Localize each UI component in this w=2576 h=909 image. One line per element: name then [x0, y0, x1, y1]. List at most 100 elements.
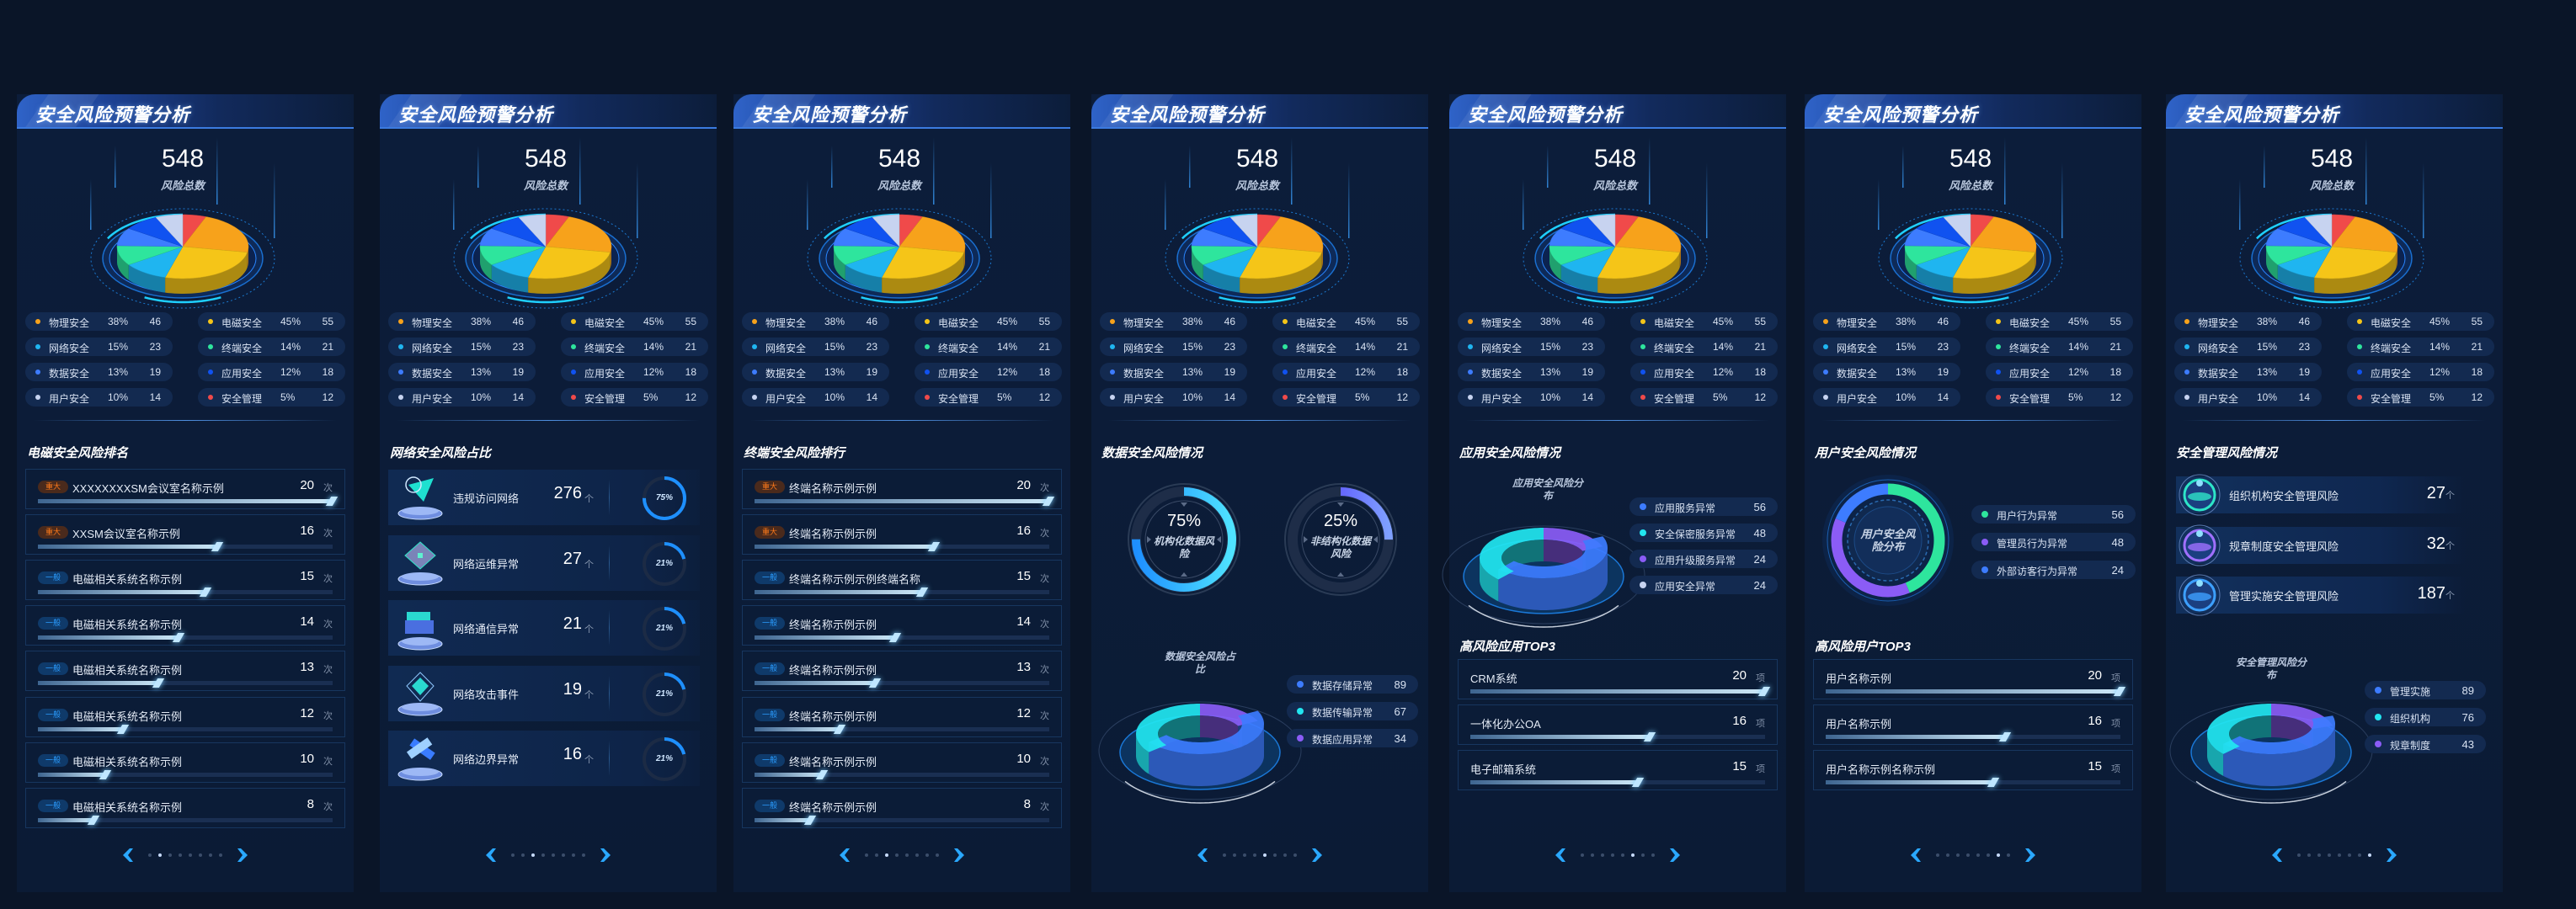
- page-dot[interactable]: [1293, 853, 1297, 857]
- page-dot[interactable]: [219, 853, 222, 857]
- list-item[interactable]: 一般 终端名称示例示例 14 次: [742, 605, 1062, 646]
- page-dot[interactable]: [2307, 853, 2311, 857]
- list-item[interactable]: 用户名称示例 20 项: [1813, 659, 2133, 699]
- page-dot[interactable]: [1611, 853, 1614, 857]
- page-dot[interactable]: [2007, 853, 2010, 857]
- chevron-left-icon[interactable]: [1197, 848, 1208, 862]
- page-dot[interactable]: [1956, 853, 1960, 857]
- page-dot[interactable]: [541, 853, 545, 857]
- page-dot[interactable]: [2348, 853, 2351, 857]
- page-dot[interactable]: [521, 853, 525, 857]
- page-dot[interactable]: [179, 853, 182, 857]
- list-item[interactable]: 重大 XXSM会议室名称示例 16 次: [25, 514, 345, 556]
- page-dot[interactable]: [2317, 853, 2321, 857]
- page-dot[interactable]: [209, 853, 212, 857]
- list-item[interactable]: 一般 电磁相关系统名称示例 10 次: [25, 742, 345, 783]
- page-dot[interactable]: [885, 853, 888, 857]
- list-item[interactable]: 一般 电磁相关系统名称示例 13 次: [25, 651, 345, 692]
- page-dot[interactable]: [1233, 853, 1236, 857]
- page-dot[interactable]: [905, 853, 909, 857]
- page-dot[interactable]: [1263, 853, 1267, 857]
- list-item[interactable]: 一般 终端名称示例示例 12 次: [742, 696, 1062, 737]
- list-item[interactable]: 用户名称示例名称示例 15 项: [1813, 750, 2133, 791]
- page-dot[interactable]: [2368, 853, 2371, 857]
- list-item[interactable]: 网络攻击事件 19 个 21%: [388, 665, 700, 721]
- list-item[interactable]: 组织机构安全管理风险 27个: [2176, 474, 2467, 516]
- chevron-left-icon[interactable]: [2272, 848, 2282, 862]
- chevron-right-icon[interactable]: [237, 848, 248, 862]
- chevron-left-icon[interactable]: [840, 848, 850, 862]
- page-dot[interactable]: [572, 853, 575, 857]
- page-dot[interactable]: [1581, 853, 1584, 857]
- page-dot[interactable]: [148, 853, 152, 857]
- chevron-right-icon[interactable]: [1312, 848, 1322, 862]
- page-dot[interactable]: [875, 853, 878, 857]
- page-dot[interactable]: [936, 853, 939, 857]
- page-dot[interactable]: [925, 853, 929, 857]
- list-item[interactable]: 一般 终端名称示例示例 8 次: [742, 787, 1062, 828]
- list-item[interactable]: 网络边界异常 16 个 21%: [388, 731, 700, 786]
- page-dot[interactable]: [158, 853, 162, 857]
- page-dot[interactable]: [1651, 853, 1655, 857]
- page-dot[interactable]: [1621, 853, 1624, 857]
- page-dot[interactable]: [1966, 853, 1970, 857]
- list-item[interactable]: 重大 XXXXXXXXSM会议室名称示例 20 次: [25, 469, 345, 509]
- page-dot[interactable]: [168, 853, 172, 857]
- list-item[interactable]: 一般 终端名称示例示例 10 次: [742, 742, 1062, 783]
- chevron-right-icon[interactable]: [600, 848, 611, 862]
- page-dot[interactable]: [1283, 853, 1287, 857]
- page-dot[interactable]: [2297, 853, 2301, 857]
- list-item[interactable]: 一般 电磁相关系统名称示例 12 次: [25, 696, 345, 737]
- list-item[interactable]: CRM系统 20 项: [1458, 659, 1778, 699]
- list-item[interactable]: 一体化办公OA 16 项: [1458, 704, 1778, 746]
- page-dot[interactable]: [915, 853, 919, 857]
- page-dot[interactable]: [2358, 853, 2361, 857]
- page-dot[interactable]: [552, 853, 555, 857]
- page-dot[interactable]: [2338, 853, 2341, 857]
- page-dot[interactable]: [1223, 853, 1226, 857]
- page-dot[interactable]: [189, 853, 192, 857]
- page-dot[interactable]: [1243, 853, 1246, 857]
- page-dot[interactable]: [1601, 853, 1604, 857]
- page-dot[interactable]: [1591, 853, 1594, 857]
- list-item[interactable]: 一般 电磁相关系统名称示例 15 次: [25, 560, 345, 601]
- page-dot[interactable]: [865, 853, 868, 857]
- list-item[interactable]: 一般 终端名称示例示例终端名称 15 次: [742, 560, 1062, 601]
- page-dot[interactable]: [1987, 853, 1990, 857]
- chevron-right-icon[interactable]: [2387, 848, 2397, 862]
- page-dot[interactable]: [199, 853, 202, 857]
- chevron-left-icon[interactable]: [486, 848, 496, 862]
- list-item[interactable]: 管理实施安全管理风险 187个: [2176, 574, 2467, 616]
- list-item[interactable]: 网络通信异常 21 个 21%: [388, 600, 700, 656]
- page-dot[interactable]: [1273, 853, 1277, 857]
- chevron-left-icon[interactable]: [1911, 848, 1921, 862]
- page-dot[interactable]: [1976, 853, 1980, 857]
- page-dot[interactable]: [1631, 853, 1635, 857]
- page-dot[interactable]: [895, 853, 899, 857]
- list-item[interactable]: 规章制度安全管理风险 32个: [2176, 524, 2467, 566]
- page-dot[interactable]: [1997, 853, 2000, 857]
- page-dot[interactable]: [2328, 853, 2331, 857]
- list-item[interactable]: 网络运维异常 27 个 21%: [388, 534, 700, 591]
- list-item[interactable]: 一般 电磁相关系统名称示例 8 次: [25, 787, 345, 828]
- page-dot[interactable]: [1641, 853, 1645, 857]
- page-dot[interactable]: [511, 853, 515, 857]
- chevron-right-icon[interactable]: [1670, 848, 1680, 862]
- chevron-left-icon[interactable]: [1555, 848, 1565, 862]
- list-item[interactable]: 重大 终端名称示例示例 16 次: [742, 514, 1062, 556]
- page-dot[interactable]: [1946, 853, 1949, 857]
- list-item[interactable]: 违规访问网络 276 个 75%: [388, 470, 700, 525]
- list-item[interactable]: 重大 终端名称示例示例 20 次: [742, 469, 1062, 509]
- list-item[interactable]: 一般 终端名称示例示例 13 次: [742, 651, 1062, 692]
- list-item[interactable]: 用户名称示例 16 项: [1813, 704, 2133, 746]
- list-item[interactable]: 电子邮箱系统 15 项: [1458, 750, 1778, 791]
- page-dot[interactable]: [531, 853, 535, 857]
- page-dot[interactable]: [562, 853, 565, 857]
- chevron-left-icon[interactable]: [123, 848, 133, 862]
- chevron-right-icon[interactable]: [954, 848, 964, 862]
- chevron-right-icon[interactable]: [2025, 848, 2035, 862]
- list-item[interactable]: 一般 电磁相关系统名称示例 14 次: [25, 605, 345, 646]
- page-dot[interactable]: [1253, 853, 1256, 857]
- page-dot[interactable]: [1936, 853, 1939, 857]
- page-dot[interactable]: [582, 853, 585, 857]
